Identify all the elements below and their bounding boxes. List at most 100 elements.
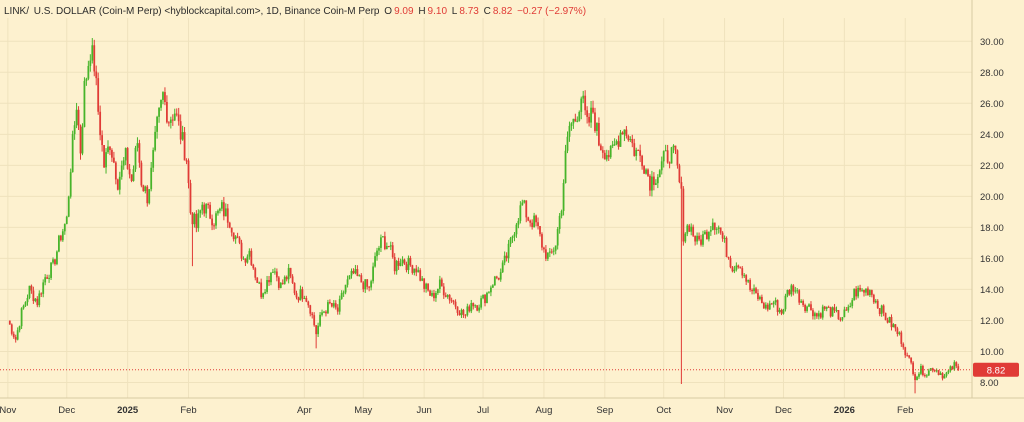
candle-body xyxy=(415,268,418,273)
candle-body xyxy=(762,303,765,309)
candle-body xyxy=(183,132,186,161)
x-tick-label: Nov xyxy=(0,405,17,416)
candle-body xyxy=(927,370,930,376)
candle-body xyxy=(366,279,369,287)
candle-body xyxy=(158,107,160,117)
candle-body xyxy=(564,150,567,184)
candle-body xyxy=(105,152,107,168)
chart-legend: LINK/ U.S. DOLLAR (Coin-M Perp) <hyblock… xyxy=(4,6,588,17)
candle-body xyxy=(356,269,359,276)
candle-body xyxy=(419,270,422,281)
high-value: 9.10 xyxy=(427,6,448,17)
candle-body xyxy=(376,250,378,257)
candle-body xyxy=(160,99,162,108)
candle-body xyxy=(370,281,373,288)
candle-body xyxy=(751,289,753,292)
candle-body xyxy=(274,271,276,273)
candle-body xyxy=(128,168,131,175)
candle-body xyxy=(166,101,168,123)
candle-body xyxy=(619,132,622,147)
x-tick-label: Feb xyxy=(897,405,913,416)
candle-body xyxy=(851,300,854,306)
candle-body xyxy=(829,307,832,317)
x-tick-label: Sep xyxy=(596,405,613,416)
candle-body xyxy=(156,116,158,132)
candle-body xyxy=(641,155,644,167)
candle-body xyxy=(759,296,761,299)
x-tick-label: Jul xyxy=(477,405,489,416)
x-tick-label: Oct xyxy=(656,405,671,416)
candle-body xyxy=(95,71,98,79)
candle-body xyxy=(246,256,249,263)
candle-body xyxy=(945,372,948,376)
candle-body xyxy=(120,165,123,177)
candle-body xyxy=(122,160,125,166)
candle-body xyxy=(91,45,94,61)
candle-body xyxy=(54,259,56,265)
candle-body xyxy=(922,365,924,376)
candle-body xyxy=(814,313,816,317)
candle-body xyxy=(541,234,543,248)
candle-body xyxy=(556,229,559,246)
candle-body xyxy=(30,285,33,291)
candle-body xyxy=(743,275,746,277)
candle-body xyxy=(688,225,691,232)
candle-body xyxy=(309,305,312,314)
candle-body xyxy=(802,301,805,306)
candle-body xyxy=(613,144,616,146)
candle-body xyxy=(694,235,697,242)
candle-body xyxy=(354,269,357,274)
candle-body xyxy=(423,278,426,289)
candle-body xyxy=(283,276,286,284)
candle-body xyxy=(827,306,830,308)
candle-body xyxy=(839,319,842,321)
candle-body xyxy=(299,289,302,301)
candle-body xyxy=(242,258,245,260)
candle-body xyxy=(923,375,926,377)
candle-body xyxy=(146,186,149,204)
candle-body xyxy=(59,235,62,241)
candle-body xyxy=(937,370,940,375)
candle-body xyxy=(476,305,479,311)
candle-body xyxy=(598,123,600,146)
candle-body xyxy=(191,212,194,225)
candle-body xyxy=(735,265,738,270)
candle-body xyxy=(83,80,86,127)
candle-body xyxy=(77,109,80,126)
candle-body xyxy=(140,162,143,186)
candle-body xyxy=(440,279,443,287)
candle-body xyxy=(933,370,936,372)
candle-body xyxy=(892,324,895,328)
candle-body xyxy=(252,264,255,269)
candle-body xyxy=(680,182,683,189)
candle-body xyxy=(219,208,221,211)
candle-body xyxy=(674,145,677,151)
candle-body xyxy=(287,267,290,280)
candle-body xyxy=(798,290,801,303)
candle-body xyxy=(352,270,355,274)
candle-body xyxy=(315,325,318,335)
candle-body xyxy=(248,250,251,257)
candle-body xyxy=(224,208,227,217)
x-tick-label: Feb xyxy=(180,405,196,416)
candle-body xyxy=(109,146,111,151)
candle-body xyxy=(678,165,681,183)
candle-body xyxy=(733,269,736,272)
candle-body xyxy=(38,293,41,306)
candle-body xyxy=(509,238,512,244)
candle-body xyxy=(431,293,433,296)
candle-body xyxy=(256,277,259,283)
candle-body xyxy=(757,293,759,299)
candle-body xyxy=(637,149,640,151)
candle-body xyxy=(753,288,755,292)
candle-body xyxy=(321,312,323,315)
candle-body xyxy=(647,169,649,176)
candle-body xyxy=(171,119,174,121)
candle-body xyxy=(550,251,553,253)
candle-body xyxy=(112,157,115,163)
candle-body xyxy=(236,236,239,238)
candle-body xyxy=(670,147,673,164)
candle-body xyxy=(142,185,145,192)
